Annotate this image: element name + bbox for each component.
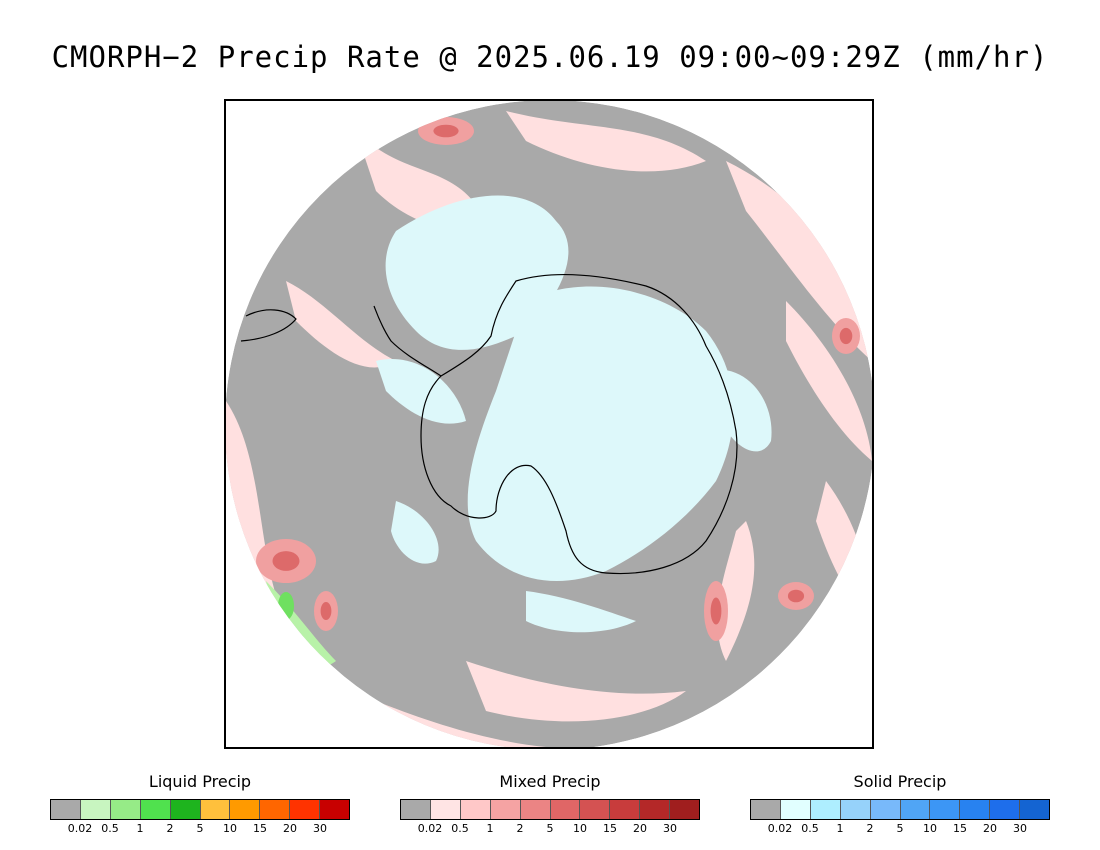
legend-tick-label: 10	[573, 822, 587, 835]
mixed-precip-region	[506, 111, 706, 172]
legend-swatch	[110, 800, 141, 819]
legend-tick-labels: 0.02 0.5 1 2 5 10 15 20 30	[50, 822, 350, 836]
legend-tick-label: 20	[283, 822, 297, 835]
legend-swatch	[610, 800, 641, 819]
legend-tick-label: 1	[486, 822, 494, 835]
legend-swatch	[520, 800, 551, 819]
mixed-precip-core	[320, 602, 332, 620]
mixed-precip-core	[839, 327, 853, 345]
legend-swatch	[401, 800, 431, 819]
legend-title: Mixed Precip	[499, 772, 601, 791]
legend-tick-label: 10	[223, 822, 237, 835]
solid-precip-region	[391, 501, 439, 564]
legend-tick-label: 20	[633, 822, 647, 835]
chart-title: CMORPH−2 Precip Rate @ 2025.06.19 09:00~…	[51, 40, 1049, 74]
legend-swatch	[580, 800, 611, 819]
legend-swatch	[670, 800, 700, 819]
legend-swatch	[900, 800, 931, 819]
legend-tick-label: 0.02	[67, 822, 93, 835]
legend-tick-label: 0.5	[101, 822, 119, 835]
mixed-precip-core	[272, 551, 300, 571]
solid-precip-region	[376, 359, 466, 424]
legend-swatch	[290, 800, 321, 819]
solid-precip-region	[467, 286, 734, 581]
legend-swatch	[810, 800, 841, 819]
legend-tick-label: 0.02	[417, 822, 443, 835]
legend-tick-label: 15	[603, 822, 617, 835]
legend-swatch	[990, 800, 1021, 819]
legend-tick-label: 15	[953, 822, 967, 835]
legend-swatch	[840, 800, 871, 819]
legend-tick-label: 1	[836, 822, 844, 835]
south-america-coastline	[240, 309, 297, 342]
legend-swatch	[430, 800, 461, 819]
legend-tick-label: 1	[136, 822, 144, 835]
legend-swatch	[260, 800, 291, 819]
mixed-precip-core	[710, 597, 722, 625]
legend-tick-label: 2	[866, 822, 874, 835]
legend-tick-label: 2	[166, 822, 174, 835]
legend-swatch	[780, 800, 811, 819]
liquid-precip-cell	[278, 592, 294, 620]
mixed-precip-core	[787, 589, 805, 603]
precip-map	[226, 101, 872, 747]
legend-title: Solid Precip	[853, 772, 947, 791]
mixed-precip-region	[466, 661, 686, 722]
legend-swatch	[960, 800, 991, 819]
legend-color-bar	[400, 799, 700, 820]
legend-swatch	[230, 800, 261, 819]
legend-tick-label: 15	[253, 822, 267, 835]
legend-tick-label: 0.5	[801, 822, 819, 835]
antarctic-peninsula-coastline	[373, 305, 442, 377]
legend-swatch	[550, 800, 581, 819]
legend-swatch	[51, 800, 81, 819]
legend-swatch	[80, 800, 111, 819]
legend-mixed-precip: Mixed Precip 0.02 0.5 1 2 5 10 15 20 30	[400, 772, 700, 836]
solid-precip-region	[706, 369, 772, 452]
legend-swatch	[640, 800, 671, 819]
legend-solid-precip: Solid Precip 0.02 0.5 1 2 5 10 15 20 30	[750, 772, 1050, 836]
legend-tick-label: 2	[516, 822, 524, 835]
legend-tick-label: 0.02	[767, 822, 793, 835]
legend-tick-labels: 0.02 0.5 1 2 5 10 15 20 30	[400, 822, 700, 836]
legend-swatch	[170, 800, 201, 819]
legend-swatch	[490, 800, 521, 819]
legend-swatch	[751, 800, 781, 819]
legend-swatch	[320, 800, 350, 819]
map-frame	[224, 99, 874, 749]
legend-tick-label: 5	[546, 822, 554, 835]
legend-tick-labels: 0.02 0.5 1 2 5 10 15 20 30	[750, 822, 1050, 836]
legend-tick-label: 10	[923, 822, 937, 835]
legend-tick-label: 5	[196, 822, 204, 835]
legend-swatch	[930, 800, 961, 819]
legend-tick-label: 5	[896, 822, 904, 835]
legend-tick-label: 20	[983, 822, 997, 835]
legend-color-bar	[50, 799, 350, 820]
mixed-precip-region	[286, 281, 396, 368]
legend-swatch	[460, 800, 491, 819]
mixed-precip-region	[726, 161, 872, 361]
legend-tick-label: 30	[313, 822, 327, 835]
legend-swatch	[200, 800, 231, 819]
legend-swatch	[870, 800, 901, 819]
legend-color-bar	[750, 799, 1050, 820]
legend-tick-label: 30	[663, 822, 677, 835]
legend-swatch	[140, 800, 171, 819]
mixed-precip-core	[433, 124, 459, 138]
antarctica-coastline	[420, 274, 738, 575]
mixed-precip-region	[786, 301, 872, 461]
globe-disc	[226, 101, 872, 747]
legend-liquid-precip: Liquid Precip 0.02 0.5 1 2 5 10 15 20 30	[50, 772, 350, 836]
legend-tick-label: 30	[1013, 822, 1027, 835]
legend-tick-label: 0.5	[451, 822, 469, 835]
legend-title: Liquid Precip	[148, 772, 252, 791]
legend-swatch	[1020, 800, 1050, 819]
mixed-precip-region	[717, 521, 755, 661]
solid-precip-region	[526, 591, 636, 633]
